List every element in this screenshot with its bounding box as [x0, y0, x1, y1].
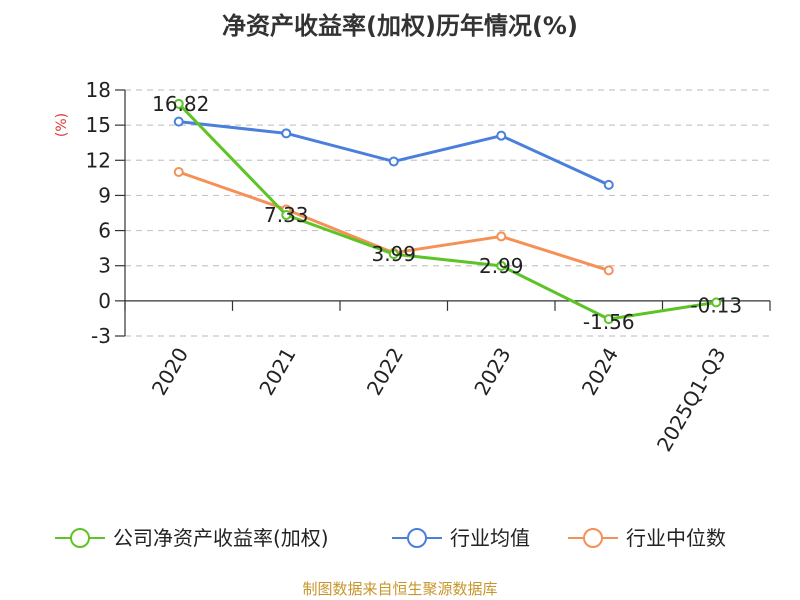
x-tick-label: 2024 [577, 343, 623, 399]
series-line [178, 120, 610, 187]
data-label: -1.56 [583, 310, 635, 334]
data-labels: 16.82 7.33 3.99 2.99 -1.56 -0.13 [152, 92, 742, 334]
y-tick-label: 15 [86, 113, 111, 137]
chart-title: 净资产收益率(加权)历年情况(%) [222, 12, 578, 40]
legend-marker [583, 528, 603, 548]
legend-item: 公司净资产收益率(加权) [55, 526, 329, 550]
data-label: 2.99 [479, 254, 524, 278]
legend: 公司净资产收益率(加权) 行业均值 行业中位数 [55, 526, 726, 550]
axes: -3 0 3 6 9 12 15 18 2020 2021 2022 2023 2024 2025Q1-Q… [86, 78, 771, 456]
x-tick-label: 2023 [469, 343, 515, 399]
x-tick-label: 2025Q1-Q3 [652, 343, 731, 455]
legend-item: 行业均值 [392, 526, 530, 550]
source-note: 制图数据来自恒生聚源数据库 [302, 580, 497, 598]
y-tick-label: 18 [86, 78, 111, 102]
legend-marker [70, 528, 90, 548]
legend-label: 行业均值 [450, 526, 530, 550]
data-point [173, 167, 184, 177]
data-point [711, 297, 722, 308]
data-label: 7.33 [264, 203, 309, 227]
legend-label: 公司净资产收益率(加权) [113, 526, 329, 550]
y-tick-label: 12 [86, 148, 111, 172]
y-tick-label: 0 [98, 289, 111, 313]
data-point [173, 98, 184, 109]
data-label: -0.13 [690, 293, 742, 317]
data-point [388, 156, 399, 167]
data-point [603, 265, 614, 276]
y-axis-label: (%) [54, 113, 70, 137]
data-point [496, 231, 507, 242]
legend-item: 行业中位数 [568, 526, 726, 550]
legend-label: 行业中位数 [626, 526, 726, 550]
series-0 [173, 98, 722, 325]
grid-lines [125, 89, 770, 337]
y-tick-label: -3 [91, 324, 111, 348]
data-point [496, 260, 507, 271]
x-tick-label: 2020 [147, 343, 193, 399]
data-point [603, 314, 614, 325]
data-label: 3.99 [371, 242, 416, 266]
series-line [177, 102, 717, 321]
y-tick-label: 3 [98, 254, 111, 278]
series-lines [173, 98, 722, 325]
y-tick-label: 6 [98, 219, 111, 243]
data-point [281, 209, 292, 220]
legend-marker [407, 528, 427, 548]
y-tick-label: 9 [98, 183, 111, 207]
series-1 [173, 116, 614, 190]
data-point [281, 128, 292, 139]
data-point [173, 116, 184, 127]
data-point [603, 179, 614, 190]
data-point [388, 249, 399, 260]
data-point [496, 130, 507, 141]
x-tick-label: 2022 [362, 343, 408, 399]
x-tick-label: 2021 [254, 343, 300, 399]
data-label: 16.82 [152, 92, 209, 116]
